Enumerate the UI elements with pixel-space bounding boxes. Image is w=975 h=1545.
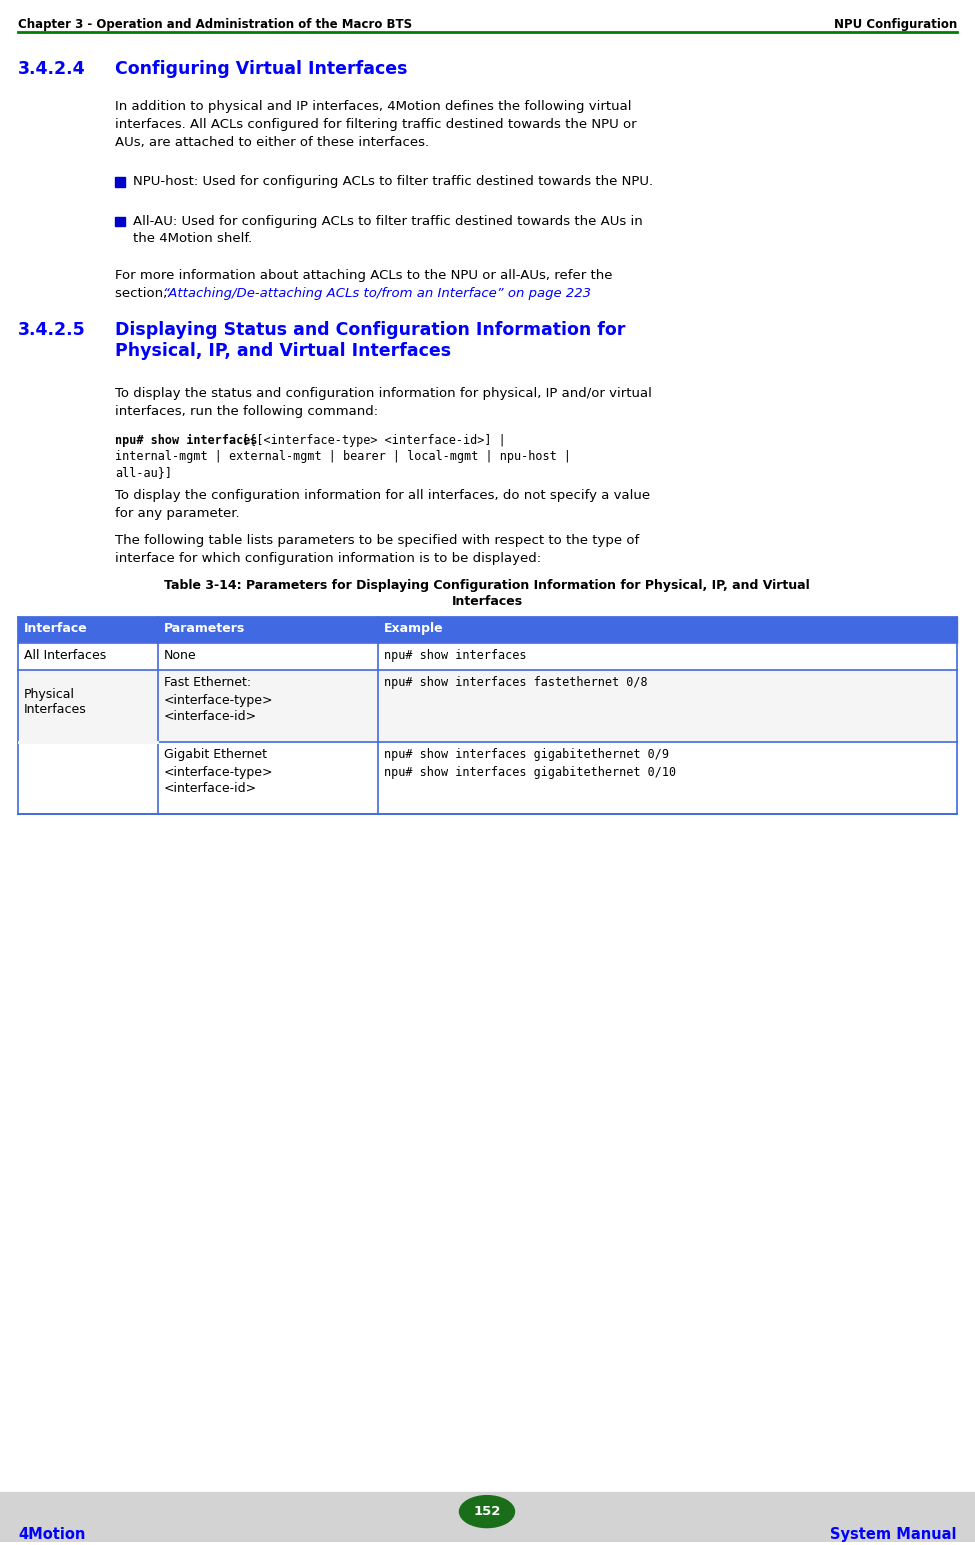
Text: Fast Ethernet:: Fast Ethernet:	[164, 677, 252, 689]
Text: interface for which configuration information is to be displayed:: interface for which configuration inform…	[115, 552, 541, 565]
Text: <interface-id>: <interface-id>	[164, 782, 257, 796]
Bar	[18, 616, 957, 643]
Text: None: None	[164, 649, 197, 661]
Text: To display the configuration information for all interfaces, do not specify a va: To display the configuration information…	[115, 488, 650, 502]
Bar	[18, 742, 957, 814]
Text: In addition to physical and IP interfaces, 4Motion defines the following virtual: In addition to physical and IP interface…	[115, 100, 632, 113]
Ellipse shape	[459, 1496, 515, 1528]
Text: npu# show interfaces fastethernet 0/8: npu# show interfaces fastethernet 0/8	[384, 677, 647, 689]
Bar	[0, 1491, 975, 1542]
Text: For more information about attaching ACLs to the NPU or all-AUs, refer the: For more information about attaching ACL…	[115, 269, 612, 283]
Bar	[115, 216, 125, 227]
Text: .: .	[491, 287, 495, 300]
Text: <interface-type>: <interface-type>	[164, 694, 274, 708]
Text: npu# show interfaces: npu# show interfaces	[115, 434, 257, 447]
Text: System Manual: System Manual	[831, 1526, 957, 1542]
Text: interfaces. All ACLs configured for filtering traffic destined towards the NPU o: interfaces. All ACLs configured for filt…	[115, 117, 637, 131]
Text: for any parameter.: for any parameter.	[115, 507, 240, 519]
Text: [{[<interface-type> <interface-id>] |: [{[<interface-type> <interface-id>] |	[235, 434, 506, 447]
Text: section,: section,	[115, 287, 172, 300]
Text: <interface-id>: <interface-id>	[164, 711, 257, 723]
Text: 152: 152	[473, 1505, 501, 1519]
Text: AUs, are attached to either of these interfaces.: AUs, are attached to either of these int…	[115, 136, 429, 148]
Bar	[18, 643, 957, 671]
Text: Chapter 3 - Operation and Administration of the Macro BTS: Chapter 3 - Operation and Administration…	[18, 19, 412, 31]
Text: the 4Motion shelf.: the 4Motion shelf.	[133, 232, 253, 246]
Text: interfaces, run the following command:: interfaces, run the following command:	[115, 405, 378, 419]
Text: Configuring Virtual Interfaces: Configuring Virtual Interfaces	[115, 60, 408, 77]
Bar	[18, 671, 957, 742]
Text: NPU Configuration: NPU Configuration	[834, 19, 957, 31]
Text: Parameters: Parameters	[164, 621, 246, 635]
Text: “Attaching/De-attaching ACLs to/from an Interface” on page 223: “Attaching/De-attaching ACLs to/from an …	[163, 287, 591, 300]
Text: internal-mgmt | external-mgmt | bearer | local-mgmt | npu-host |: internal-mgmt | external-mgmt | bearer |…	[115, 450, 571, 464]
Text: 3.4.2.4: 3.4.2.4	[18, 60, 86, 77]
Text: The following table lists parameters to be specified with respect to the type of: The following table lists parameters to …	[115, 535, 640, 547]
Text: npu# show interfaces gigabitethernet 0/10: npu# show interfaces gigabitethernet 0/1…	[384, 766, 676, 779]
Text: npu# show interfaces gigabitethernet 0/9: npu# show interfaces gigabitethernet 0/9	[384, 748, 669, 762]
Text: 4Motion: 4Motion	[18, 1526, 86, 1542]
Text: Example: Example	[384, 621, 444, 635]
Text: Displaying Status and Configuration Information for
Physical, IP, and Virtual In: Displaying Status and Configuration Info…	[115, 321, 625, 360]
Text: To display the status and configuration information for physical, IP and/or virt: To display the status and configuration …	[115, 388, 652, 400]
Text: Interface: Interface	[24, 621, 88, 635]
Text: Gigabit Ethernet: Gigabit Ethernet	[164, 748, 267, 762]
Text: NPU-host: Used for configuring ACLs to filter traffic destined towards the NPU.: NPU-host: Used for configuring ACLs to f…	[133, 175, 653, 187]
Text: Interfaces: Interfaces	[451, 595, 523, 607]
Text: All Interfaces: All Interfaces	[24, 649, 106, 661]
Text: all-au}]: all-au}]	[115, 467, 172, 479]
Text: Table 3-14: Parameters for Displaying Configuration Information for Physical, IP: Table 3-14: Parameters for Displaying Co…	[164, 579, 810, 592]
Text: 3.4.2.5: 3.4.2.5	[18, 321, 86, 340]
Text: All-AU: Used for configuring ACLs to filter traffic destined towards the AUs in: All-AU: Used for configuring ACLs to fil…	[133, 215, 643, 227]
Bar	[115, 176, 125, 187]
Text: Physical
Interfaces: Physical Interfaces	[24, 689, 87, 717]
Text: npu# show interfaces: npu# show interfaces	[384, 649, 526, 661]
Text: <interface-type>: <interface-type>	[164, 766, 274, 779]
